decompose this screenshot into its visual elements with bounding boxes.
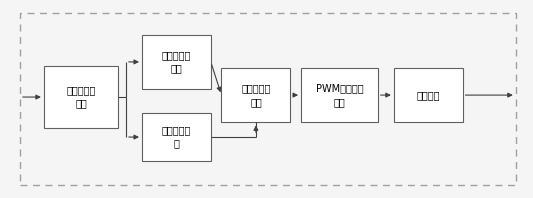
Text: 缓启动控制
单元: 缓启动控制 单元	[241, 84, 271, 107]
Text: PWM信号产生
单元: PWM信号产生 单元	[316, 84, 363, 107]
FancyBboxPatch shape	[142, 35, 211, 89]
FancyBboxPatch shape	[301, 68, 378, 122]
FancyBboxPatch shape	[221, 68, 290, 122]
Text: 过零点补偿
单元: 过零点补偿 单元	[161, 50, 191, 73]
Text: 驱动单元: 驱动单元	[416, 90, 440, 100]
Text: 过零点获取
单元: 过零点获取 单元	[66, 86, 95, 109]
FancyBboxPatch shape	[44, 66, 118, 128]
FancyBboxPatch shape	[142, 113, 211, 162]
Text: 频率判断单
元: 频率判断单 元	[161, 126, 191, 149]
FancyBboxPatch shape	[394, 68, 463, 122]
